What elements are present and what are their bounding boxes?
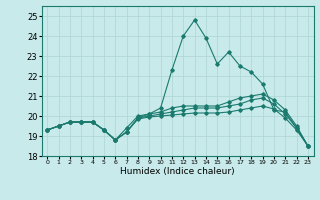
X-axis label: Humidex (Indice chaleur): Humidex (Indice chaleur) bbox=[120, 167, 235, 176]
